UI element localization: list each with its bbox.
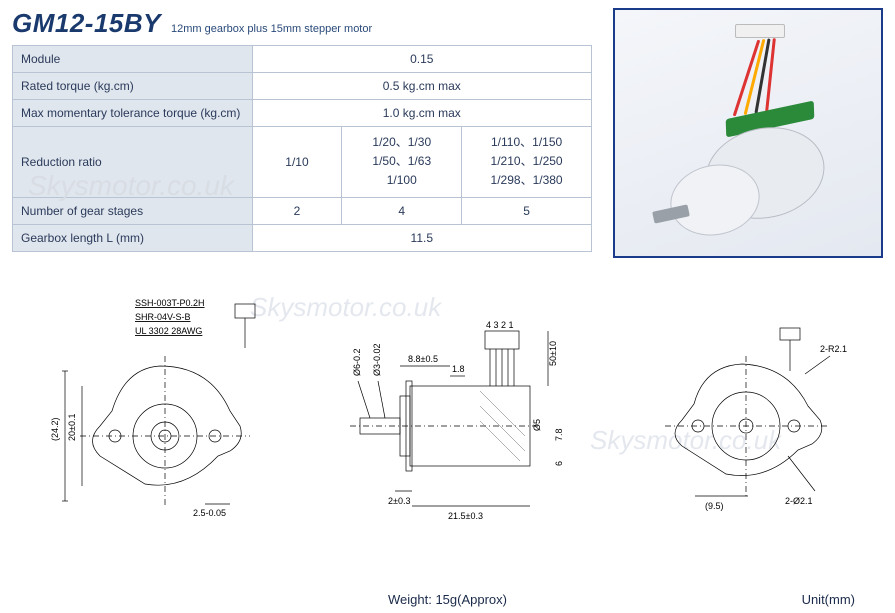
dim: 2±0.3: [388, 496, 410, 506]
reduction-col1: 1/10: [252, 127, 342, 198]
spec-value: 1.0 kg.cm max: [252, 100, 591, 127]
dim: 2-R2.1: [820, 344, 847, 354]
pin-label: 4 3 2 1: [486, 320, 514, 330]
gear-stages-val: 2: [252, 197, 342, 224]
dim: 2.5-0.05: [193, 508, 226, 518]
dim: (24.2): [50, 417, 60, 441]
dim: 1.8: [452, 364, 465, 374]
gear-stages-val: 4: [342, 197, 462, 224]
connector-label: SSH-003T-P0.2H: [135, 298, 205, 308]
spec-label: Gearbox length L (mm): [13, 224, 253, 251]
dim: Ø6-0.2: [352, 348, 362, 376]
spec-value: 0.5 kg.cm max: [252, 73, 591, 100]
spec-table: Module 0.15 Rated torque (kg.cm) 0.5 kg.…: [12, 45, 592, 252]
spec-label: Rated torque (kg.cm): [13, 73, 253, 100]
connector-icon: [735, 24, 785, 38]
connector-label: SHR-04V-S-B: [135, 312, 191, 322]
spec-label: Max momentary tolerance torque (kg.cm): [13, 100, 253, 127]
spec-label: Module: [13, 46, 253, 73]
dim: 7.8: [554, 428, 564, 441]
product-photo: [613, 8, 883, 258]
connector-label: UL 3302 28AWG: [135, 326, 202, 336]
spec-label: Reduction ratio: [13, 127, 253, 198]
technical-drawing: SSH-003T-P0.2H SHR-04V-S-B UL 3302 28AWG…: [0, 266, 895, 566]
dim: 6: [554, 461, 564, 466]
dim: (9.5): [705, 501, 724, 511]
dim: 20±0.1: [67, 414, 77, 441]
drawing-svg: SSH-003T-P0.2H SHR-04V-S-B UL 3302 28AWG…: [0, 266, 895, 561]
reduction-col3: 1/110、1/150 1/210、1/250 1/298、1/380: [462, 127, 592, 198]
dim: 2-Ø2.1: [785, 496, 813, 506]
weight-label: Weight: 15g(Approx): [388, 592, 507, 607]
dim: 21.5±0.3: [448, 511, 483, 521]
dim: 8.8±0.5: [408, 354, 438, 364]
model-subtitle: 12mm gearbox plus 15mm stepper motor: [171, 23, 372, 35]
dim: 50±10: [548, 341, 558, 366]
reduction-col2: 1/20、1/30 1/50、1/63 1/100: [342, 127, 462, 198]
spec-value: 11.5: [252, 224, 591, 251]
dim: Ø5: [532, 419, 542, 431]
spec-label: Number of gear stages: [13, 197, 253, 224]
dim: Ø3-0.02: [372, 343, 382, 376]
gear-stages-val: 5: [462, 197, 592, 224]
spec-value: 0.15: [252, 46, 591, 73]
model-code: GM12-15BY: [12, 8, 161, 39]
unit-label: Unit(mm): [802, 592, 855, 607]
